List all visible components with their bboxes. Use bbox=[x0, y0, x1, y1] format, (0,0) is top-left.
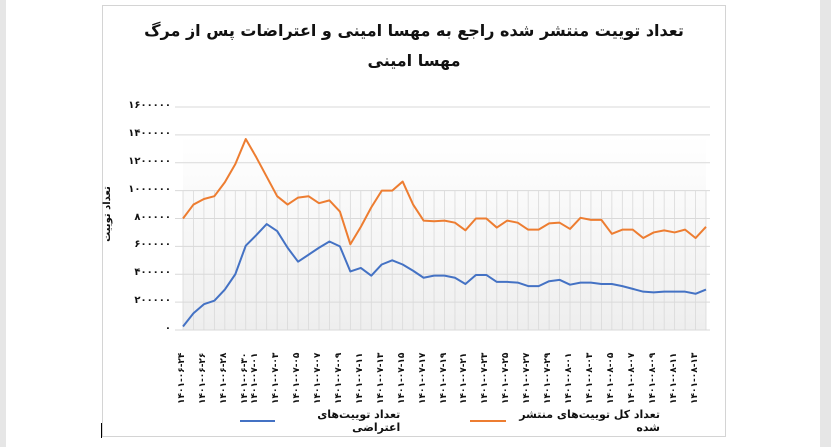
chart-title-line-2: مهسا امینی bbox=[367, 51, 461, 70]
text-cursor bbox=[101, 423, 102, 438]
chart-title-line-1: تعداد توییت منتشر شده راجع به مهسا امینی… bbox=[144, 21, 684, 40]
y-tick-label: ۰ bbox=[164, 323, 171, 334]
y-tick-label: ۶۰۰۰۰۰ bbox=[134, 239, 171, 251]
legend-item-total: تعداد کل توییت‌های منتشر شده bbox=[470, 408, 660, 434]
y-tick-label: ۴۰۰۰۰۰ bbox=[134, 267, 171, 279]
y-tick-label: ۸۰۰۰۰۰ bbox=[134, 211, 171, 223]
legend-swatch-protest bbox=[240, 420, 276, 422]
series-line-protest bbox=[182, 223, 707, 328]
legend-swatch-total bbox=[470, 420, 506, 422]
chart-legend: تعداد کل توییت‌های منتشر شده تعداد توییت… bbox=[240, 408, 660, 434]
legend-item-protest: تعداد توییت‌های اعتراضی bbox=[240, 408, 400, 434]
y-tick-label: ۱۴۰۰۰۰۰ bbox=[128, 127, 171, 139]
legend-label-protest: تعداد توییت‌های اعتراضی bbox=[317, 408, 401, 434]
y-tick-label: ۱۲۰۰۰۰۰ bbox=[128, 155, 171, 167]
y-tick-label: ۲۰۰۰۰۰ bbox=[134, 295, 171, 307]
series-line-total bbox=[182, 138, 707, 246]
y-tick-label: ۱۶۰۰۰۰۰ bbox=[128, 100, 171, 111]
chart-title: تعداد توییت منتشر شده راجع به مهسا امینی… bbox=[102, 16, 726, 76]
y-tick-label: ۱۰۰۰۰۰۰ bbox=[128, 183, 171, 195]
legend-label-total: تعداد کل توییت‌های منتشر شده bbox=[519, 408, 660, 434]
